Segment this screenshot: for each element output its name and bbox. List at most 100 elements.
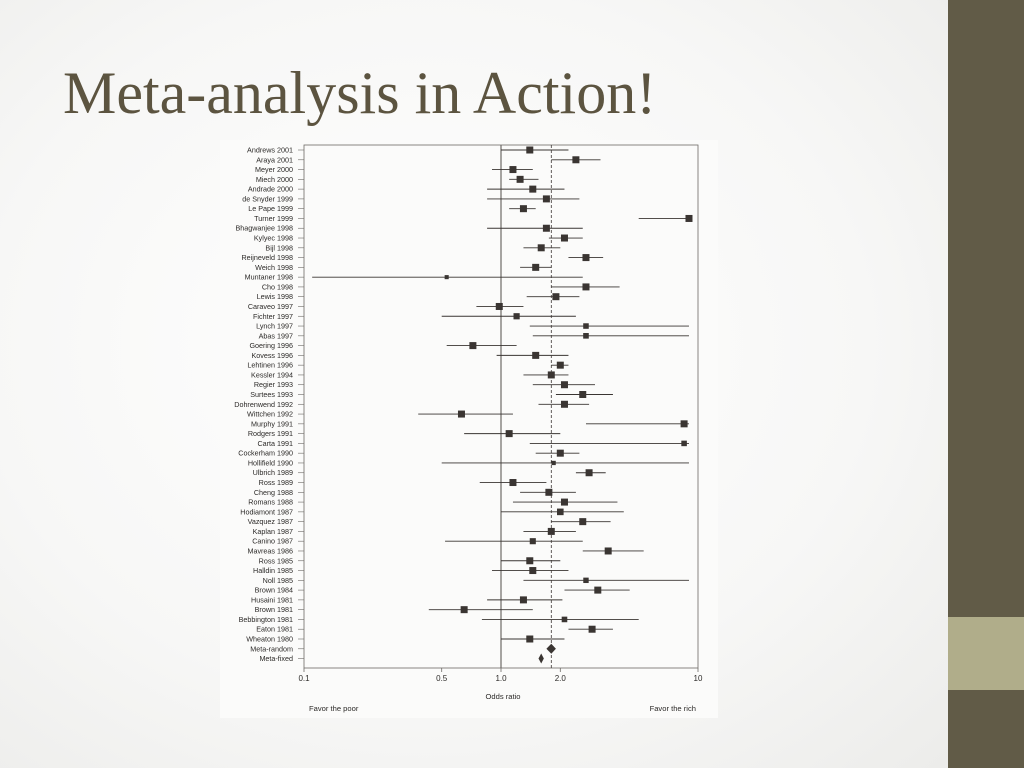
point-estimate [460,606,468,614]
point-estimate [542,224,550,232]
point-estimate [469,342,477,350]
point-estimate [529,567,537,575]
point-estimate [583,333,589,339]
point-estimate [561,616,568,623]
study-label: Turner 1999 [254,214,293,223]
point-estimate [560,400,568,408]
study-label: Bhagwanjee 1998 [235,224,293,233]
point-estimate [579,518,587,526]
point-estimate [588,625,596,633]
study-label: Lynch 1997 [256,322,293,331]
study-label: Brown 1984 [255,586,293,595]
study-label: Mavreas 1986 [247,546,293,555]
point-estimate [519,596,527,604]
point-estimate [604,547,612,555]
point-estimate [685,214,693,222]
pooled-diamond [546,643,556,654]
point-estimate [582,254,590,262]
study-label: Halldin 1985 [253,566,293,575]
point-estimate [542,195,550,203]
study-label: Lewis 1998 [257,292,293,301]
point-estimate [495,302,503,310]
study-label: Le Pape 1999 [248,204,293,213]
study-label: Lehtinen 1996 [247,361,293,370]
pooled-label: Meta-fixed [259,654,293,663]
study-label: Kessler 1994 [251,370,293,379]
point-estimate [526,635,534,643]
study-label: Miech 2000 [256,175,293,184]
point-estimate [513,313,520,320]
study-label: Andrade 2000 [248,185,293,194]
study-label: Kaplan 1987 [253,527,293,536]
study-label: Cho 1998 [262,282,293,291]
pooled-diamond [538,653,544,664]
study-label: Caraveo 1997 [248,302,293,311]
study-label: Ross 1985 [259,556,293,565]
study-label: Wheaton 1980 [246,635,293,644]
point-estimate [572,156,580,164]
study-label: Regier 1993 [254,380,293,389]
study-label: Vazquez 1987 [248,517,293,526]
point-estimate [681,440,687,447]
study-label: Andrews 2001 [247,146,293,155]
point-estimate [594,586,602,594]
x-axis-label: Odds ratio [485,692,520,701]
study-label: Reijneveld 1998 [241,253,293,262]
point-estimate [519,205,527,213]
point-estimate [583,323,589,329]
point-estimate [560,381,568,389]
point-estimate [516,175,524,183]
point-estimate [556,361,564,369]
footer-right-label: Favor the rich [650,704,696,713]
slide-title: Meta-analysis in Action! [63,60,657,126]
point-estimate [557,508,564,516]
footer-left-label: Favor the poor [309,704,359,713]
study-label: Rodgers 1991 [248,429,293,438]
x-tick-label: 0.5 [436,674,448,683]
study-label: Bebbington 1981 [239,615,293,624]
study-label: Dohrenwend 1992 [234,400,293,409]
point-estimate [585,469,593,477]
point-estimate [547,527,555,535]
study-label: Murphy 1991 [251,419,293,428]
point-estimate [551,460,556,466]
point-estimate [680,420,688,428]
point-estimate [509,166,517,174]
point-estimate [505,430,513,438]
study-label: Weich 1998 [255,263,293,272]
study-label: Bijl 1998 [265,243,293,252]
study-label: Brown 1981 [255,605,293,614]
point-estimate [582,283,590,291]
point-estimate [547,371,555,379]
point-estimate [444,275,449,280]
point-estimate [526,146,534,154]
study-label: Abas 1997 [259,331,293,340]
point-estimate [560,234,568,242]
study-label: Muntaner 1998 [245,273,293,282]
study-label: Canino 1987 [252,537,293,546]
point-estimate [529,538,536,545]
study-label: Noll 1985 [263,576,293,585]
study-label: Meyer 2000 [255,165,293,174]
point-estimate [529,185,537,193]
study-label: Surtees 1993 [250,390,293,399]
point-estimate [560,498,568,506]
point-estimate [537,244,545,252]
study-label: Carta 1991 [257,439,293,448]
point-estimate [552,293,560,301]
x-tick-label: 0.1 [298,674,310,683]
point-estimate [579,391,587,398]
x-tick-label: 2.0 [555,674,567,683]
forest-plot-figure: Andrews 2001 Araya 2001 Meyer 2000 Miech 20… [220,140,718,718]
study-label: Kylyec 1998 [254,234,293,243]
study-label: Wittchen 1992 [247,410,293,419]
study-label: Husaini 1981 [251,595,293,604]
study-label: Goering 1996 [249,341,293,350]
x-tick-label: 10 [694,674,703,683]
study-label: Cockerham 1990 [238,449,293,458]
study-label: Eaton 1981 [256,625,293,634]
point-estimate [457,410,465,418]
point-estimate [532,263,540,271]
pooled-label: Meta-random [250,644,293,653]
